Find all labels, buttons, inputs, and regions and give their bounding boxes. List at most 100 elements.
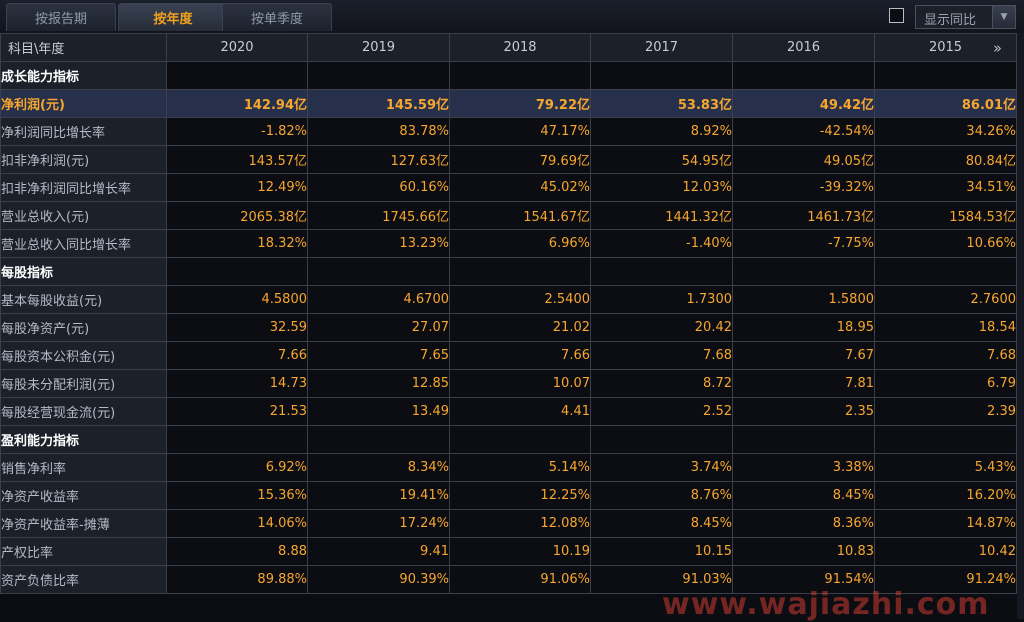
table-cell bbox=[449, 257, 591, 286]
year-header[interactable]: 2015 bbox=[874, 33, 1017, 62]
table-cell: 34.51% bbox=[874, 173, 1017, 202]
tab-by-year[interactable]: 按年度 bbox=[118, 3, 228, 31]
show-yoy-label: 显示同比 bbox=[924, 13, 977, 28]
table-cell bbox=[732, 257, 875, 286]
table-cell: 4.5800 bbox=[166, 285, 308, 314]
row-label: 净资产收益率-摊薄 bbox=[0, 509, 167, 538]
table-row: 净资产收益率 15.36% 19.41% 12.25% 8.76% 8.45% 16.20% bbox=[0, 481, 1017, 510]
financial-indicators-table: 科目\年度 2020 2019 2018 2017 2016 2015 成长能力… bbox=[0, 33, 1017, 594]
table-cell: 1461.73亿 bbox=[732, 201, 875, 230]
table-cell bbox=[307, 61, 450, 90]
table-cell: 1541.67亿 bbox=[449, 201, 591, 230]
table-cell bbox=[449, 61, 591, 90]
table-cell: -42.54% bbox=[732, 117, 875, 146]
section-row: 每股指标 bbox=[0, 257, 1017, 286]
table-cell: 2.35 bbox=[732, 397, 875, 426]
table-row: 营业总收入同比增长率 18.32% 13.23% 6.96% -1.40% -7.75% 1… bbox=[0, 229, 1017, 258]
row-label: 资产负债比率 bbox=[0, 565, 167, 594]
table-cell: 12.49% bbox=[166, 173, 308, 202]
table-cell: 1441.32亿 bbox=[590, 201, 733, 230]
table-cell: 49.05亿 bbox=[732, 145, 875, 174]
year-header[interactable]: 2018 bbox=[449, 33, 591, 62]
table-row: 净资产收益率-摊薄 14.06% 17.24% 12.08% 8.45% 8.36% 14.… bbox=[0, 509, 1017, 538]
table-cell: -1.40% bbox=[590, 229, 733, 258]
section-title: 盈利能力指标 bbox=[0, 425, 167, 454]
table-cell bbox=[307, 425, 450, 454]
table-cell: 18.54 bbox=[874, 313, 1017, 342]
row-label: 每股资本公积金(元) bbox=[0, 341, 167, 370]
table-cell: 7.66 bbox=[449, 341, 591, 370]
table-cell: 10.42 bbox=[874, 537, 1017, 566]
table-cell: 60.16% bbox=[307, 173, 450, 202]
table-cell: -39.32% bbox=[732, 173, 875, 202]
table-cell: 6.92% bbox=[166, 453, 308, 482]
table-row: 每股未分配利润(元) 14.73 12.85 10.07 8.72 7.81 6.79 bbox=[0, 369, 1017, 398]
table-cell: 8.36% bbox=[732, 509, 875, 538]
table-row: 每股资本公积金(元) 7.66 7.65 7.66 7.68 7.67 7.68 bbox=[0, 341, 1017, 370]
table-cell: 54.95亿 bbox=[590, 145, 733, 174]
table-cell: -1.82% bbox=[166, 117, 308, 146]
table-cell: 7.68 bbox=[874, 341, 1017, 370]
table-cell: 91.24% bbox=[874, 565, 1017, 594]
table-row: 产权比率 8.88 9.41 10.19 10.15 10.83 10.42 bbox=[0, 537, 1017, 566]
table-cell: 91.06% bbox=[449, 565, 591, 594]
table-cell: 127.63亿 bbox=[307, 145, 450, 174]
row-label: 净资产收益率 bbox=[0, 481, 167, 510]
tab-by-quarter[interactable]: 按单季度 bbox=[222, 3, 332, 31]
chevron-down-icon[interactable]: ▼ bbox=[992, 6, 1015, 28]
row-label: 营业总收入同比增长率 bbox=[0, 229, 167, 258]
table-cell: 12.85 bbox=[307, 369, 450, 398]
table-cell bbox=[449, 425, 591, 454]
year-header[interactable]: 2020 bbox=[166, 33, 308, 62]
row-label: 销售净利率 bbox=[0, 453, 167, 482]
table-cell: 86.01亿 bbox=[874, 89, 1017, 118]
show-yoy-dropdown[interactable]: 显示同比 ▼ bbox=[915, 5, 1016, 29]
table-cell: 47.17% bbox=[449, 117, 591, 146]
section-title: 成长能力指标 bbox=[0, 61, 167, 90]
table-cell: 3.74% bbox=[590, 453, 733, 482]
tab-bar: 按报告期 按年度 按单季度 显示同比 ▼ bbox=[0, 0, 1024, 33]
table-cell: 80.84亿 bbox=[874, 145, 1017, 174]
table-cell: 21.53 bbox=[166, 397, 308, 426]
table-row: 销售净利率 6.92% 8.34% 5.14% 3.74% 3.38% 5.43% bbox=[0, 453, 1017, 482]
table-cell: 17.24% bbox=[307, 509, 450, 538]
tab-by-report-period[interactable]: 按报告期 bbox=[6, 3, 116, 31]
table-cell: 8.76% bbox=[590, 481, 733, 510]
table-cell: 10.66% bbox=[874, 229, 1017, 258]
table-cell: 5.14% bbox=[449, 453, 591, 482]
double-chevron-right-icon[interactable]: ›› bbox=[993, 39, 1002, 57]
table-cell: 90.39% bbox=[307, 565, 450, 594]
table-cell bbox=[874, 257, 1017, 286]
year-header[interactable]: 2017 bbox=[590, 33, 733, 62]
table-row: 净利润(元) 142.94亿 145.59亿 79.22亿 53.83亿 49.42亿 86… bbox=[0, 89, 1017, 118]
row-label: 产权比率 bbox=[0, 537, 167, 566]
table-cell: 7.67 bbox=[732, 341, 875, 370]
table-cell: 10.19 bbox=[449, 537, 591, 566]
table-cell: 8.72 bbox=[590, 369, 733, 398]
table-cell: 8.92% bbox=[590, 117, 733, 146]
table-cell: 91.54% bbox=[732, 565, 875, 594]
row-label: 净利润同比增长率 bbox=[0, 117, 167, 146]
table-cell: 6.79 bbox=[874, 369, 1017, 398]
table-row: 营业总收入(元) 2065.38亿 1745.66亿 1541.67亿 1441.32亿… bbox=[0, 201, 1017, 230]
table-cell: 2065.38亿 bbox=[166, 201, 308, 230]
table-cell: 7.68 bbox=[590, 341, 733, 370]
vertical-scrollbar[interactable] bbox=[1017, 33, 1024, 619]
table-cell: 12.25% bbox=[449, 481, 591, 510]
table-cell: 15.36% bbox=[166, 481, 308, 510]
row-label: 净利润(元) bbox=[0, 89, 167, 118]
table-cell: 20.42 bbox=[590, 313, 733, 342]
table-cell: 13.23% bbox=[307, 229, 450, 258]
table-cell: 8.45% bbox=[732, 481, 875, 510]
table-cell: 14.06% bbox=[166, 509, 308, 538]
table-cell: 2.52 bbox=[590, 397, 733, 426]
table-cell: 91.03% bbox=[590, 565, 733, 594]
year-header[interactable]: 2016 bbox=[732, 33, 875, 62]
table-row: 每股净资产(元) 32.59 27.07 21.02 20.42 18.95 18.54 bbox=[0, 313, 1017, 342]
table-cell bbox=[590, 61, 733, 90]
show-yoy-checkbox[interactable] bbox=[889, 8, 904, 23]
table-cell: 14.73 bbox=[166, 369, 308, 398]
table-cell: 4.6700 bbox=[307, 285, 450, 314]
section-row: 盈利能力指标 bbox=[0, 425, 1017, 454]
year-header[interactable]: 2019 bbox=[307, 33, 450, 62]
